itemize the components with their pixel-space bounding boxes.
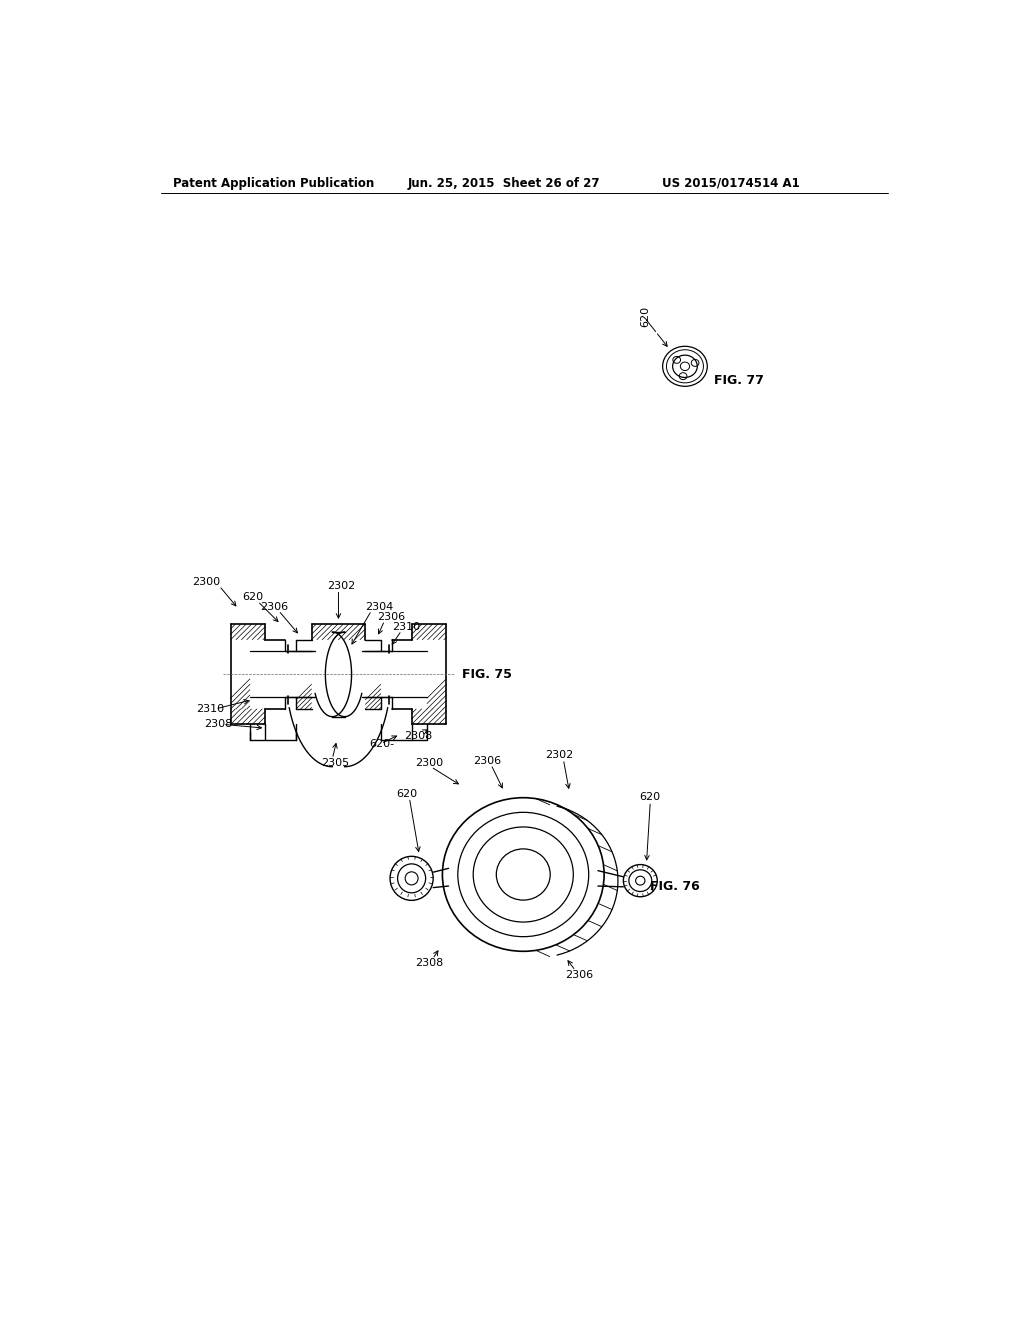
Text: 2304: 2304 [366,602,393,611]
Text: FIG. 76: FIG. 76 [650,879,700,892]
Text: 2306: 2306 [565,970,594,979]
Text: 2308: 2308 [416,958,443,968]
Text: 2310: 2310 [196,704,224,714]
Text: US 2015/0174514 A1: US 2015/0174514 A1 [662,177,800,190]
Text: FIG. 75: FIG. 75 [462,668,512,681]
Text: 620: 620 [243,593,263,602]
Text: 620: 620 [396,788,418,799]
Text: 2300: 2300 [416,758,443,768]
Text: 2305: 2305 [322,758,349,768]
Text: 2306: 2306 [260,602,288,611]
Text: FIG. 77: FIG. 77 [714,374,764,387]
Text: 620-: 620- [370,739,394,748]
Text: 2302: 2302 [327,581,355,591]
Text: 2300: 2300 [193,577,220,587]
Text: 2302: 2302 [545,750,573,760]
Text: 620: 620 [639,792,659,803]
Text: 2308: 2308 [403,731,432,741]
Text: 620: 620 [640,306,650,327]
Text: Jun. 25, 2015  Sheet 26 of 27: Jun. 25, 2015 Sheet 26 of 27 [408,177,600,190]
Text: 2306: 2306 [377,611,406,622]
Text: 2308: 2308 [204,719,232,730]
Text: 2310: 2310 [392,622,421,631]
Text: 2306: 2306 [473,755,502,766]
Text: Patent Application Publication: Patent Application Publication [173,177,374,190]
